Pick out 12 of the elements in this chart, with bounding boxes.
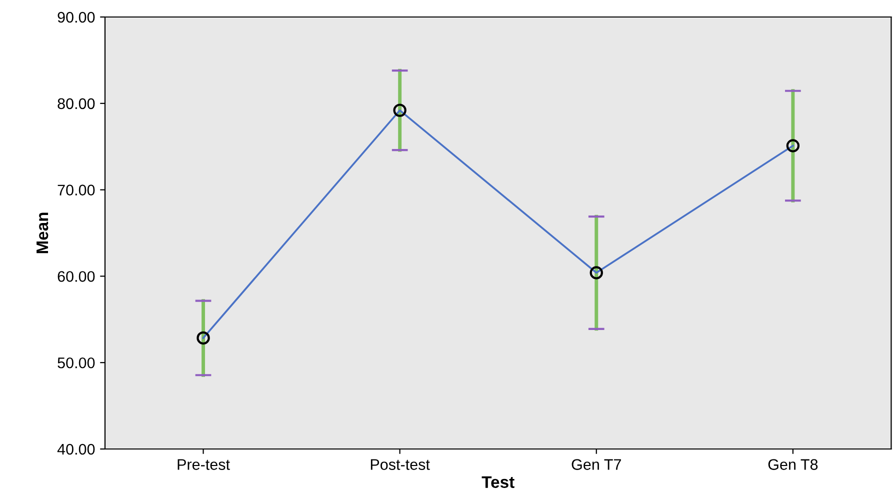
x-tick-label: Gen T7 [572,459,621,470]
y-tick-label: 90.00 [58,12,95,23]
y-tick-label: 60.00 [58,271,95,282]
y-tick-label: 80.00 [58,98,95,110]
y-tick-label: 70.00 [58,184,95,196]
y-axis-title: Mean [36,212,48,254]
y-tick-label: 40.00 [57,444,95,455]
x-tick-label: Post-test [370,459,430,470]
x-tick-label: Gen T8 [768,459,818,470]
x-tick-label: Pre-test [178,459,230,470]
x-axis-title: Test [482,476,514,488]
y-tick-label: 50.00 [58,357,95,368]
